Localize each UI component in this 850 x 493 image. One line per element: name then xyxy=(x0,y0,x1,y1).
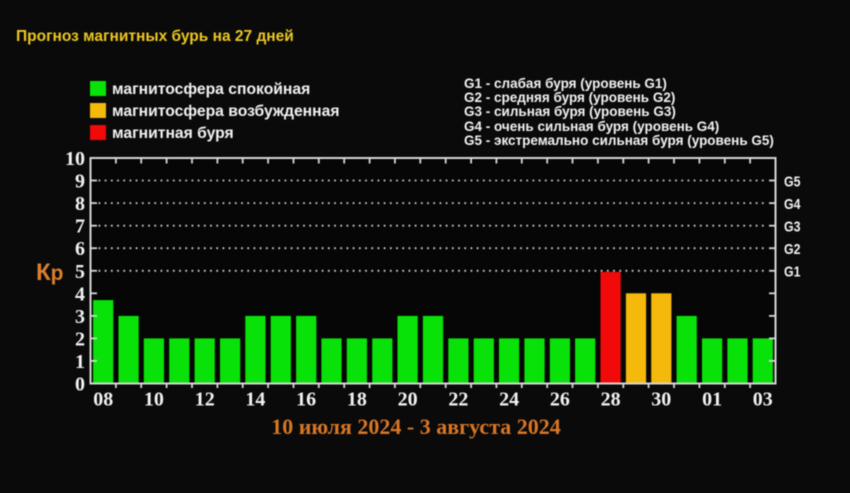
svg-text:G1: G1 xyxy=(784,264,801,281)
svg-text:14: 14 xyxy=(245,389,265,411)
svg-text:2: 2 xyxy=(75,328,85,350)
svg-text:22: 22 xyxy=(448,389,468,411)
svg-text:20: 20 xyxy=(398,389,418,411)
svg-text:10: 10 xyxy=(144,389,164,411)
svg-text:12: 12 xyxy=(195,389,215,411)
svg-text:3: 3 xyxy=(75,306,85,328)
svg-text:9: 9 xyxy=(75,171,85,193)
svg-text:G5: G5 xyxy=(784,173,801,190)
svg-text:6: 6 xyxy=(75,238,85,260)
svg-text:30: 30 xyxy=(651,389,671,411)
svg-text:5: 5 xyxy=(75,261,85,283)
svg-text:G3: G3 xyxy=(784,219,801,236)
svg-text:01: 01 xyxy=(702,389,722,411)
svg-text:26: 26 xyxy=(550,389,570,411)
svg-text:1: 1 xyxy=(75,351,85,373)
svg-text:4: 4 xyxy=(75,283,85,305)
svg-text:08: 08 xyxy=(93,389,113,411)
svg-text:16: 16 xyxy=(296,389,316,411)
svg-text:0: 0 xyxy=(75,374,85,396)
svg-text:Кр: Кр xyxy=(36,259,63,286)
svg-text:7: 7 xyxy=(75,216,85,238)
svg-text:8: 8 xyxy=(75,193,85,215)
svg-text:03: 03 xyxy=(753,389,773,411)
svg-text:10: 10 xyxy=(65,148,85,170)
svg-text:G4: G4 xyxy=(784,196,801,213)
svg-text:18: 18 xyxy=(347,389,367,411)
svg-text:G2: G2 xyxy=(784,241,801,258)
svg-text:28: 28 xyxy=(601,389,621,411)
svg-text:24: 24 xyxy=(499,389,519,411)
